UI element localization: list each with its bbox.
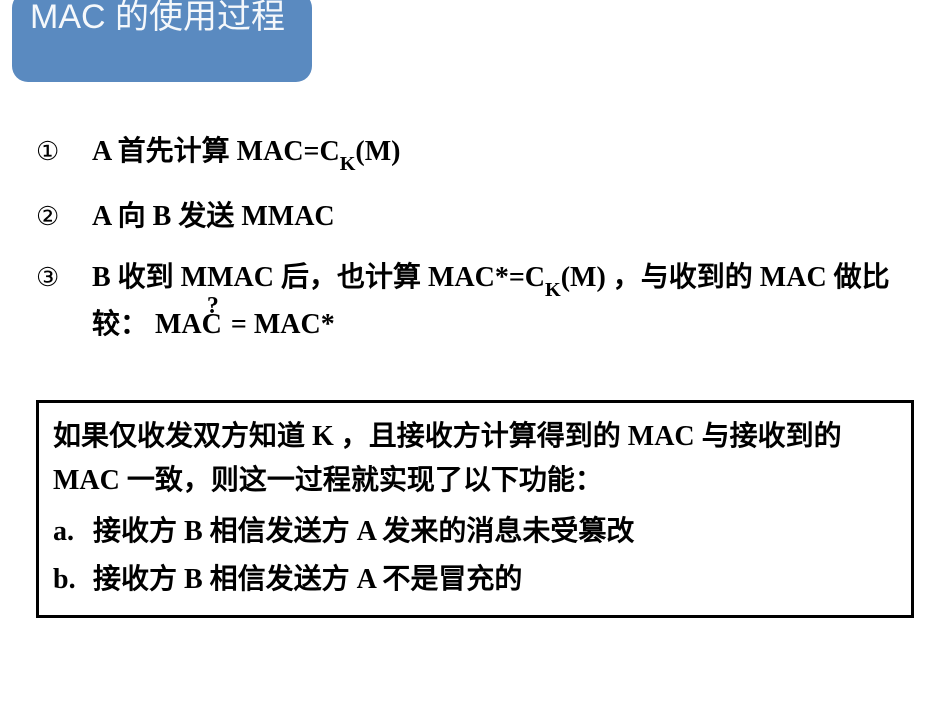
step-3: ③ B 收到 MMAC 后，也计算 MAC*=CK(M) ，与收到的 MAC 做… bbox=[36, 256, 914, 346]
s3-post: = MAC* bbox=[224, 309, 335, 340]
step-2: ② A 向 B 发送 MMAC bbox=[36, 195, 914, 238]
step-marker-2: ② bbox=[36, 195, 92, 237]
s3-sub: K bbox=[545, 279, 561, 301]
summary-box: 如果仅收发双方知道 K ，且接收方计算得到的 MAC 与接收到的 MAC 一致，… bbox=[36, 400, 914, 618]
step-marker-3: ③ bbox=[36, 256, 92, 298]
s1-post: (M) bbox=[355, 136, 400, 167]
step-text-2: A 向 B 发送 MMAC bbox=[92, 195, 914, 238]
s1-pre: A 首先计算 MAC=C bbox=[92, 136, 340, 167]
summary-item-a: a. 接收方 B 相信发送方 A 发来的消息未受篡改 bbox=[53, 510, 897, 553]
title-box: MAC 的使用过程 bbox=[12, 0, 312, 82]
summary-label-b: b. bbox=[53, 558, 93, 601]
summary-intro: 如果仅收发双方知道 K ，且接收方计算得到的 MAC 与接收到的 MAC 一致，… bbox=[53, 415, 897, 502]
step-1: ① A 首先计算 MAC=CK(M) bbox=[36, 130, 914, 177]
step-text-1: A 首先计算 MAC=CK(M) bbox=[92, 130, 914, 177]
summary-item-b: b. 接收方 B 相信发送方 A 不是冒充的 bbox=[53, 558, 897, 601]
summary-text-b: 接收方 B 相信发送方 A 不是冒充的 bbox=[93, 558, 522, 601]
slide-title: MAC 的使用过程 bbox=[30, 0, 285, 36]
s3-overc: C? bbox=[202, 303, 224, 346]
summary-label-a: a. bbox=[53, 510, 93, 553]
question-mark-icon: ? bbox=[207, 288, 219, 325]
s1-sub: K bbox=[340, 153, 356, 175]
step-text-3: B 收到 MMAC 后，也计算 MAC*=CK(M) ，与收到的 MAC 做比较… bbox=[92, 256, 914, 346]
s3-pre: B 收到 MMAC 后，也计算 MAC*=C bbox=[92, 262, 545, 293]
content-area: ① A 首先计算 MAC=CK(M) ② A 向 B 发送 MMAC ③ B 收… bbox=[36, 130, 914, 618]
step-marker-1: ① bbox=[36, 130, 92, 172]
summary-text-a: 接收方 B 相信发送方 A 发来的消息未受篡改 bbox=[93, 510, 634, 553]
step-list: ① A 首先计算 MAC=CK(M) ② A 向 B 发送 MMAC ③ B 收… bbox=[36, 130, 914, 346]
